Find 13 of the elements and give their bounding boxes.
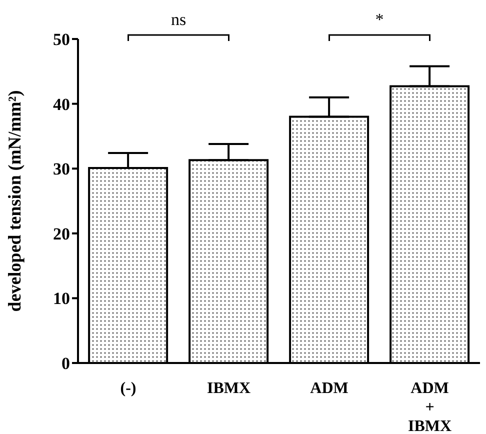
y-tick-label: 20 <box>53 224 70 244</box>
x-tick-label: (-) <box>120 380 136 397</box>
y-tick-label: 10 <box>53 289 70 308</box>
text: * <box>375 10 384 29</box>
y-tick-label: 40 <box>53 94 70 114</box>
y-tick-label: 50 <box>53 30 70 50</box>
x-tick-label: ADM + IBMX <box>408 380 452 434</box>
x-tick-label: IBMX <box>206 380 251 397</box>
y-tick-label: 30 <box>53 160 70 179</box>
text: ns <box>170 10 186 29</box>
y-axis-title: developed tension (mN/mm²) <box>4 90 24 312</box>
y-tick-label: 0 <box>62 354 70 374</box>
x-tick-label: ADM <box>310 380 348 397</box>
